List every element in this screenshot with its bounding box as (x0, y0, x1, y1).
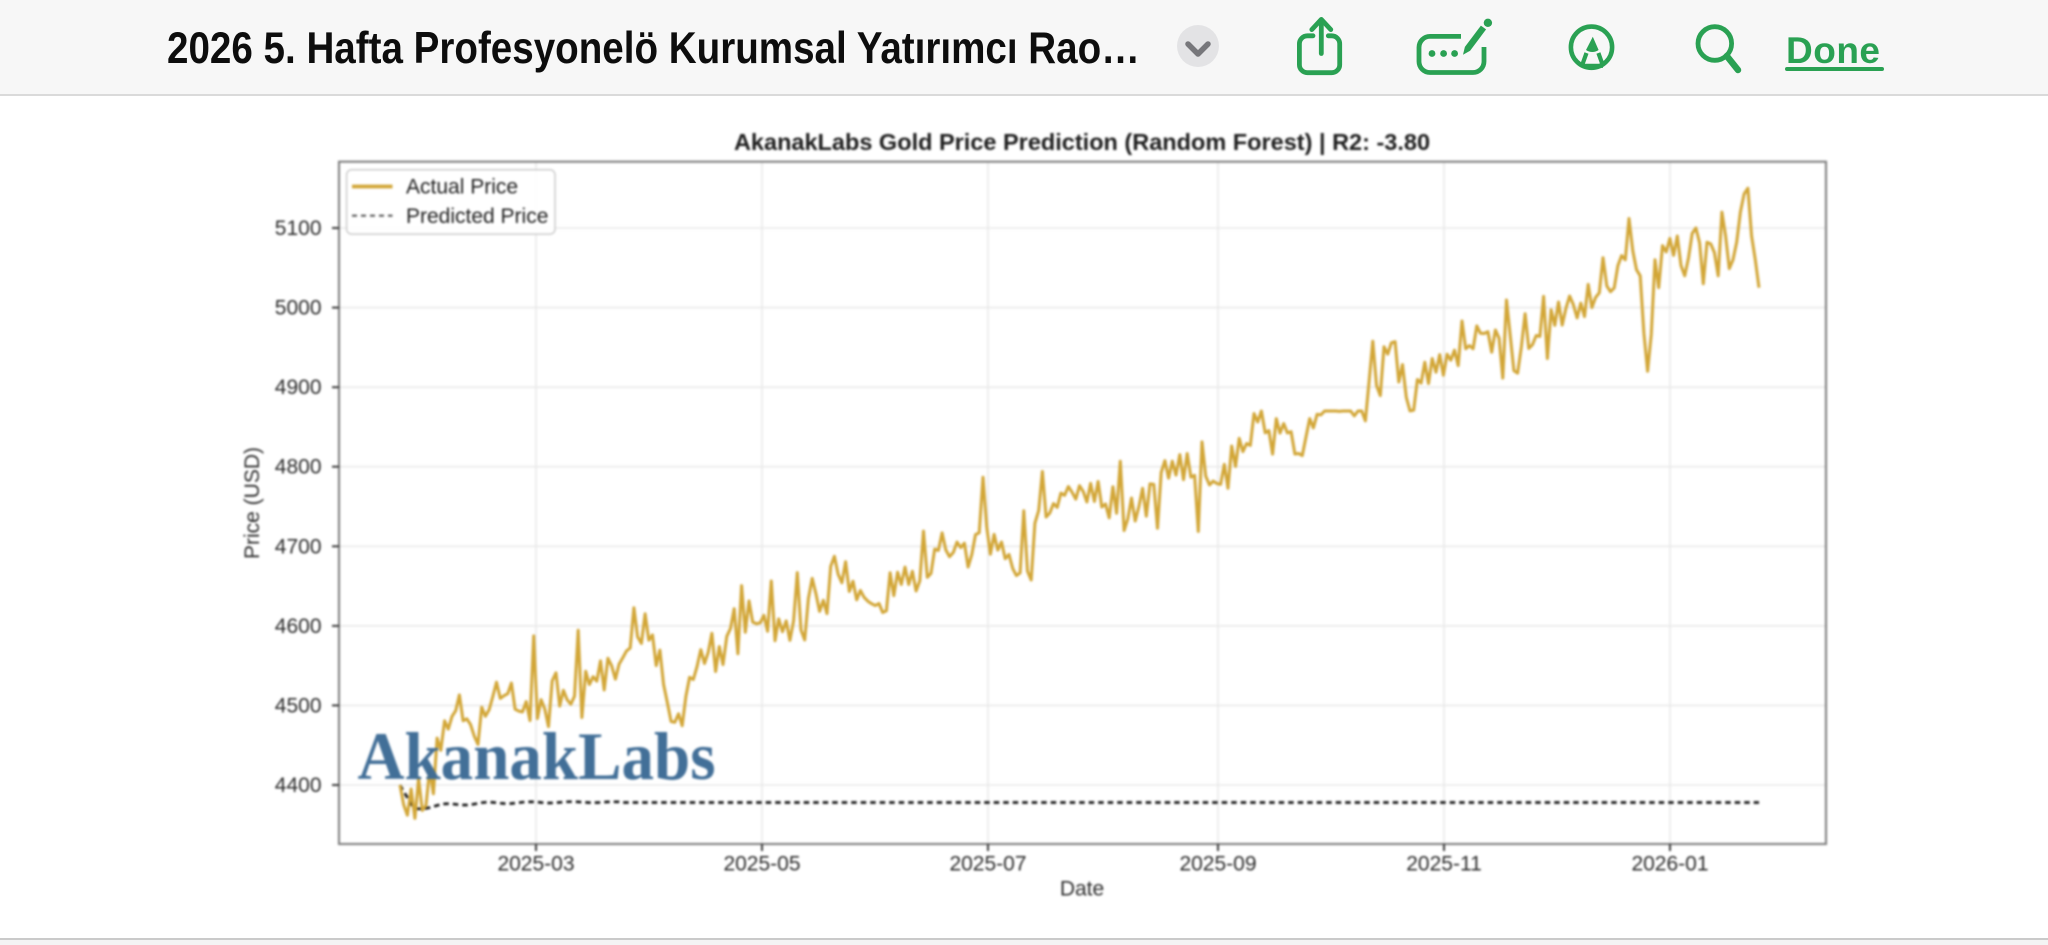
svg-text:2025-05: 2025-05 (723, 853, 800, 876)
svg-text:2025-11: 2025-11 (1406, 853, 1482, 876)
svg-text:Price (USD): Price (USD) (241, 447, 264, 559)
svg-text:Actual Price: Actual Price (406, 176, 518, 199)
svg-text:4500: 4500 (275, 694, 322, 717)
svg-text:2025-09: 2025-09 (1179, 853, 1256, 876)
svg-text:2025-07: 2025-07 (949, 853, 1026, 876)
svg-text:4600: 4600 (275, 615, 322, 638)
svg-text:4400: 4400 (275, 774, 322, 797)
svg-text:4700: 4700 (275, 535, 322, 558)
svg-text:4800: 4800 (275, 456, 322, 479)
svg-text:2026-01: 2026-01 (1631, 853, 1708, 876)
svg-text:5100: 5100 (275, 217, 322, 240)
svg-text:2025-03: 2025-03 (497, 853, 574, 876)
svg-text:4900: 4900 (275, 376, 322, 399)
svg-text:Date: Date (1060, 878, 1104, 901)
svg-text:Predicted Price: Predicted Price (406, 205, 548, 228)
svg-text:5000: 5000 (275, 297, 322, 320)
svg-text:AkanakLabs: AkanakLabs (358, 720, 716, 795)
svg-text:AkanakLabs Gold Price Predicti: AkanakLabs Gold Price Prediction (Random… (734, 129, 1430, 155)
